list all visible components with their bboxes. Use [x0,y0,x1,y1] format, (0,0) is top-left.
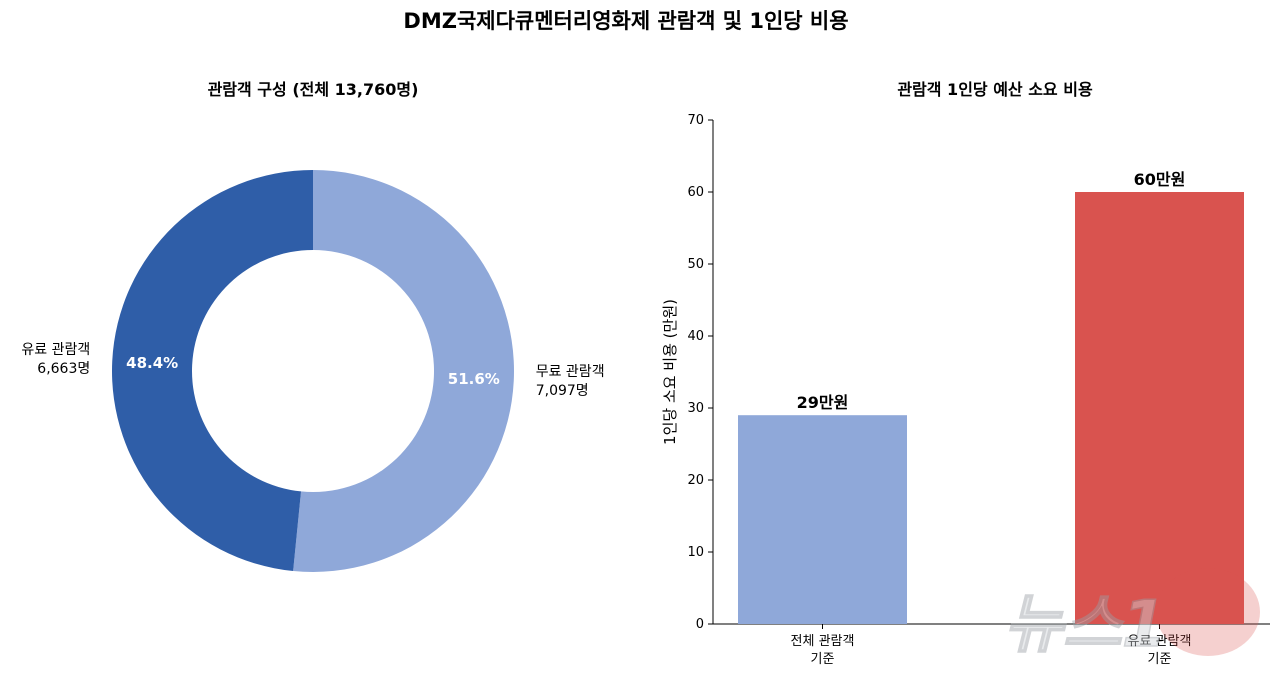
figure-title: DMZ국제다큐멘터리영화제 관람객 및 1인당 비용 [403,9,848,33]
donut-slice [293,170,515,572]
donut-slice-label: 유료 관람객 [21,342,90,358]
bar [738,415,907,624]
donut-slice [112,170,313,572]
y-tick-label: 40 [687,329,704,344]
donut-slice-label: 무료 관람객 [536,364,605,380]
x-tick-label: 기준 [1148,652,1172,667]
watermark-circle [1156,568,1260,656]
bar-value-label: 60만원 [1134,170,1186,189]
x-tick-label: 기준 [811,652,835,667]
x-tick-label: 전체 관람객 [791,634,855,649]
bar-chart-title: 관람객 1인당 예산 소요 비용 [897,80,1093,99]
bar [1075,192,1244,624]
bar-chart: 관람객 1인당 예산 소요 비용 1인당 소요 비용 (만원) 0 10 20 30 4… [661,80,1270,667]
y-tick-label: 70 [687,113,704,128]
donut-percent-label: 51.6% [448,370,500,388]
y-tick-label: 60 [687,185,704,200]
bar-value-label: 29만원 [797,393,849,412]
y-tick-label: 10 [687,545,704,560]
y-axis-label: 1인당 소요 비용 (만원) [661,299,679,445]
donut-percent-label: 48.4% [126,354,178,372]
donut-slice-count: 6,663명 [37,361,90,377]
y-tick-label: 50 [687,257,704,272]
donut-chart: 관람객 구성 (전체 13,760명) 51.6% 무료 관람객 7,097명 48.… [21,80,605,572]
y-tick-label: 0 [696,617,704,632]
donut-chart-title: 관람객 구성 (전체 13,760명) [208,80,419,99]
x-tick-label: 유료 관람객 [1128,634,1192,649]
news1-watermark-logo: 뉴스1 [1003,568,1260,663]
y-tick-label: 30 [687,401,704,416]
watermark-text: 뉴스1 [1004,588,1166,662]
donut-slice-count: 7,097명 [536,383,589,399]
y-tick-label: 20 [687,473,704,488]
